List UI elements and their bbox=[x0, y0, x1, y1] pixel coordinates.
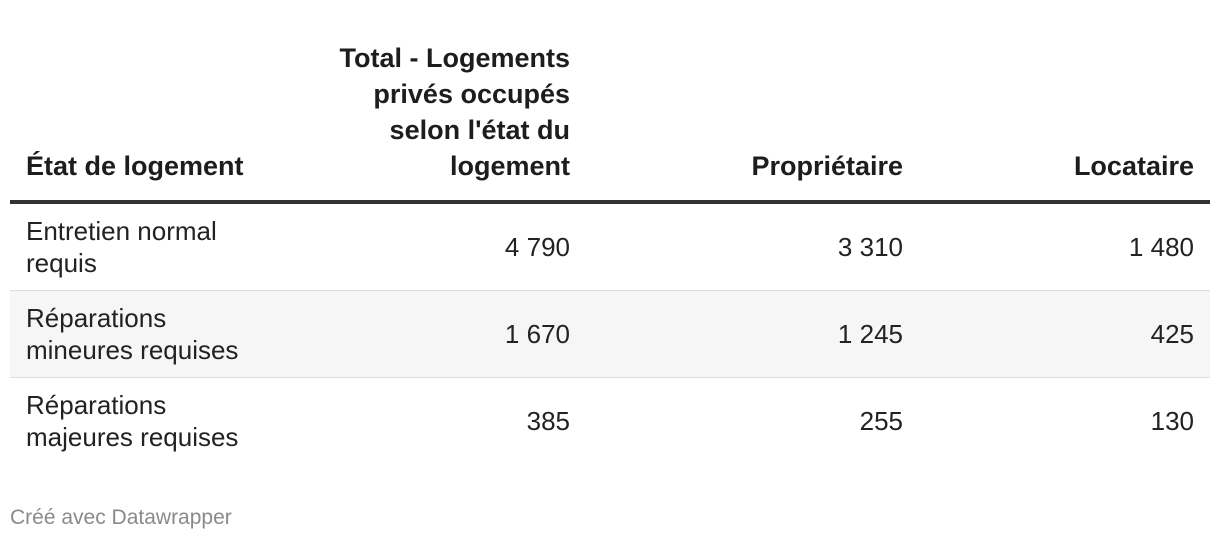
cell-proprietaire: 1 245 bbox=[837, 319, 903, 349]
cell-locataire: 425 bbox=[1150, 319, 1194, 349]
table-row: Réparations majeures requises 385 255 13… bbox=[10, 378, 1210, 465]
housing-condition-table: État de logement Total - Logements privé… bbox=[10, 40, 1210, 464]
cell-locataire: 1 480 bbox=[1128, 232, 1194, 262]
data-table-container: État de logement Total - Logements privé… bbox=[10, 40, 1210, 464]
cell-proprietaire: 255 bbox=[859, 406, 903, 436]
row-label: Réparations majeures requises bbox=[26, 390, 239, 452]
table-row: Entretien normal requis 4 790 3 310 1 48… bbox=[10, 202, 1210, 291]
cell-total: 4 790 bbox=[504, 232, 570, 262]
table-header-row: État de logement Total - Logements privé… bbox=[10, 40, 1210, 204]
table-row: Réparations mineures requises 1 670 1 24… bbox=[10, 290, 1210, 378]
column-header-etat[interactable]: État de logement bbox=[10, 40, 270, 204]
cell-proprietaire: 3 310 bbox=[837, 232, 903, 262]
column-header-locataire[interactable]: Locataire bbox=[919, 40, 1210, 204]
cell-total: 1 670 bbox=[504, 319, 570, 349]
row-label: Entretien normal requis bbox=[26, 216, 217, 278]
column-header-proprietaire[interactable]: Propriétaire bbox=[586, 40, 919, 204]
cell-locataire: 130 bbox=[1150, 406, 1194, 436]
datawrapper-credit: Créé avec Datawrapper bbox=[10, 506, 232, 529]
row-label: Réparations mineures requises bbox=[26, 303, 239, 365]
cell-total: 385 bbox=[526, 406, 570, 436]
column-header-total[interactable]: Total - Logements privés occupés selon l… bbox=[270, 40, 586, 204]
